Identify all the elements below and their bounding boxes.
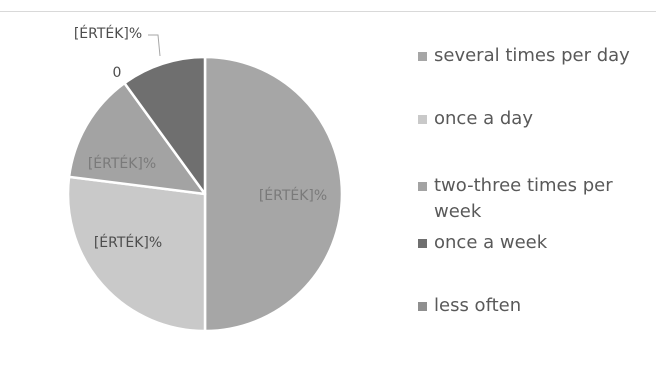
legend-label: less often xyxy=(434,295,522,316)
legend-label: once a week xyxy=(434,232,548,253)
leader-line xyxy=(148,34,161,57)
data-label: [ÉRTÉK]% xyxy=(259,187,327,204)
data-label: [ÉRTÉK]% xyxy=(74,25,142,42)
legend-swatch xyxy=(418,115,427,124)
pie-slice-once-a-week xyxy=(123,55,207,196)
data-label: [ÉRTÉK]% xyxy=(94,234,162,251)
legend-swatch xyxy=(418,182,427,191)
legend-swatch xyxy=(418,302,427,311)
pie-slice-two-three-times-per-week xyxy=(67,81,207,196)
pie-slice-several-times-per-day xyxy=(203,55,344,333)
top-border xyxy=(0,11,656,12)
legend-label: two-three times per week xyxy=(434,175,613,222)
data-label: [ÉRTÉK]% xyxy=(88,155,156,172)
legend-label: several times per day xyxy=(434,45,630,66)
legend-label: once a day xyxy=(434,108,533,129)
pie-slice-once-a-day xyxy=(66,175,207,333)
legend-swatch xyxy=(418,52,427,61)
legend-swatch xyxy=(418,239,427,248)
data-label: 0 xyxy=(113,65,122,81)
